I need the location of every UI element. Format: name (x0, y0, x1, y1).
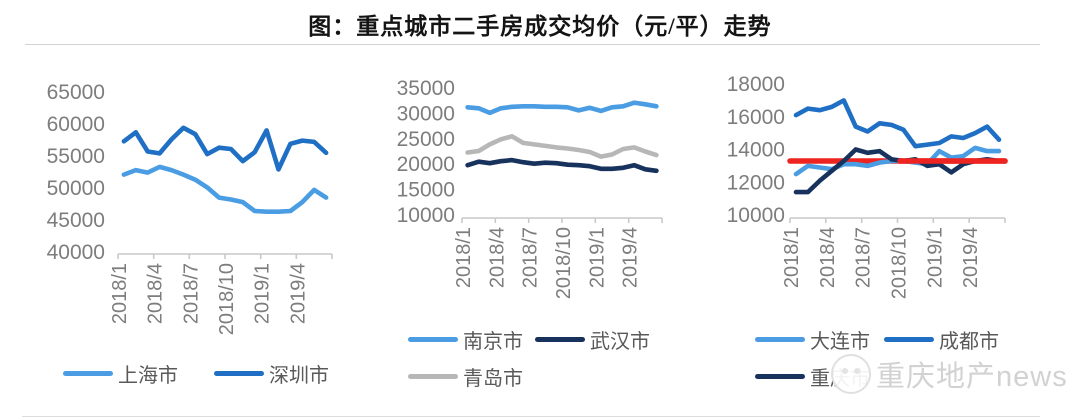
legend-item: 大连市 (755, 325, 870, 354)
series-武汉市 (465, 157, 659, 174)
legend-shanghai-shenzhen: 上海市 深圳市 (63, 362, 329, 387)
x-tick-label: 2019/4 (620, 227, 642, 288)
legend-row: 南京市 武汉市 (408, 328, 650, 353)
legend-line-swatch (408, 373, 458, 379)
legend-label: 南京市 (463, 330, 523, 353)
series-成都市 (793, 98, 1002, 149)
y-tick-label: 18000 (727, 75, 785, 96)
legend-line-swatch (214, 370, 264, 376)
y-tick-label: 40000 (47, 241, 105, 264)
legend-item: 武汉市 (535, 325, 650, 354)
legend-line-swatch (63, 370, 113, 376)
x-tick-label: 2018/4 (145, 263, 167, 324)
series-南京市 (465, 100, 659, 116)
watermark: 重庆地产news (831, 353, 1068, 395)
x-tick-label: 2018/1 (781, 227, 803, 288)
x-tick-label: 2018/1 (453, 227, 475, 288)
watermark-text: 重庆地产news (876, 361, 1068, 393)
mascot-logo-icon (831, 354, 871, 394)
figure-title: 图：重点城市二手房成交均价（元/平）走势 (308, 14, 772, 39)
legend-label: 大连市 (810, 330, 870, 353)
x-tick-label: 2018/10 (889, 227, 911, 299)
y-tick-label: 30000 (397, 102, 455, 125)
title-divider (25, 44, 1040, 45)
x-tick-label: 2018/4 (817, 227, 839, 288)
x-tick-label: 2018/1 (109, 263, 131, 324)
series-重庆市 (793, 147, 1002, 195)
legend-line-swatch (755, 373, 805, 379)
y-tick-label: 55000 (47, 145, 105, 168)
y-tick-label: 35000 (397, 77, 455, 100)
chart-dalian-chengdu-chongqing: 10000 12000 14000 16000 18000 2018/1 2018/4 201… (727, 75, 1008, 299)
legend-label: 青岛市 (463, 367, 523, 390)
x-tick-label: 2018/7 (853, 227, 875, 288)
y-tick-label: 60000 (47, 113, 105, 136)
y-tick-label: 45000 (47, 209, 105, 232)
x-tick-label: 2018/10 (216, 263, 238, 335)
legend-row: 大连市 成都市 (755, 328, 999, 353)
x-tick-label: 2019/4 (960, 227, 982, 288)
legend-item: 南京市 (408, 325, 523, 354)
y-tick-label: 16000 (727, 106, 785, 129)
y-tick-label: 12000 (727, 171, 785, 194)
legend-line-swatch (755, 336, 805, 342)
x-tick-label: 2018/10 (553, 227, 575, 299)
y-tick-label: 20000 (397, 153, 455, 176)
y-tick-label: 15000 (397, 179, 455, 202)
legend-item: 深圳市 (214, 359, 329, 388)
x-tick-label: 2018/7 (520, 227, 542, 288)
x-tick-label: 2019/1 (586, 227, 608, 288)
series-青岛市 (465, 133, 659, 159)
x-tick-label: 2019/1 (252, 263, 274, 324)
x-tick-label: 2018/7 (180, 263, 202, 324)
bottom-divider (22, 416, 1040, 417)
x-tick-label: 2019/4 (287, 263, 309, 324)
legend-line-swatch (408, 336, 458, 342)
series-上海市 (121, 164, 329, 214)
legend-label: 上海市 (118, 364, 178, 387)
legend-nanjing-wuhan-qingdao: 南京市 武汉市青岛市 (408, 328, 650, 390)
x-tick-label: 2018/4 (486, 227, 508, 288)
legend-row: 青岛市 (408, 365, 650, 390)
chart-shanghai-shenzhen: 40000 45000 50000 55000 60000 65000 2018/1 2018… (47, 81, 333, 335)
legend-item: 成都市 (884, 325, 999, 354)
x-tick-label: 2019/1 (924, 227, 946, 288)
legend-label: 武汉市 (590, 330, 650, 353)
legend-row: 上海市 深圳市 (63, 362, 329, 387)
y-tick-label: 65000 (47, 81, 105, 104)
y-tick-label: 10000 (397, 204, 455, 227)
legend-item: 上海市 (63, 359, 178, 388)
legend-label: 深圳市 (269, 364, 329, 387)
y-tick-label: 14000 (727, 139, 785, 162)
legend-line-swatch (884, 336, 934, 342)
y-tick-label: 50000 (47, 177, 105, 200)
legend-line-swatch (535, 336, 585, 342)
series-深圳市 (121, 125, 329, 172)
legend-label: 成都市 (939, 330, 999, 353)
legend-item: 青岛市 (408, 362, 523, 391)
y-tick-label: 25000 (397, 128, 455, 151)
y-tick-label: 10000 (727, 204, 785, 227)
